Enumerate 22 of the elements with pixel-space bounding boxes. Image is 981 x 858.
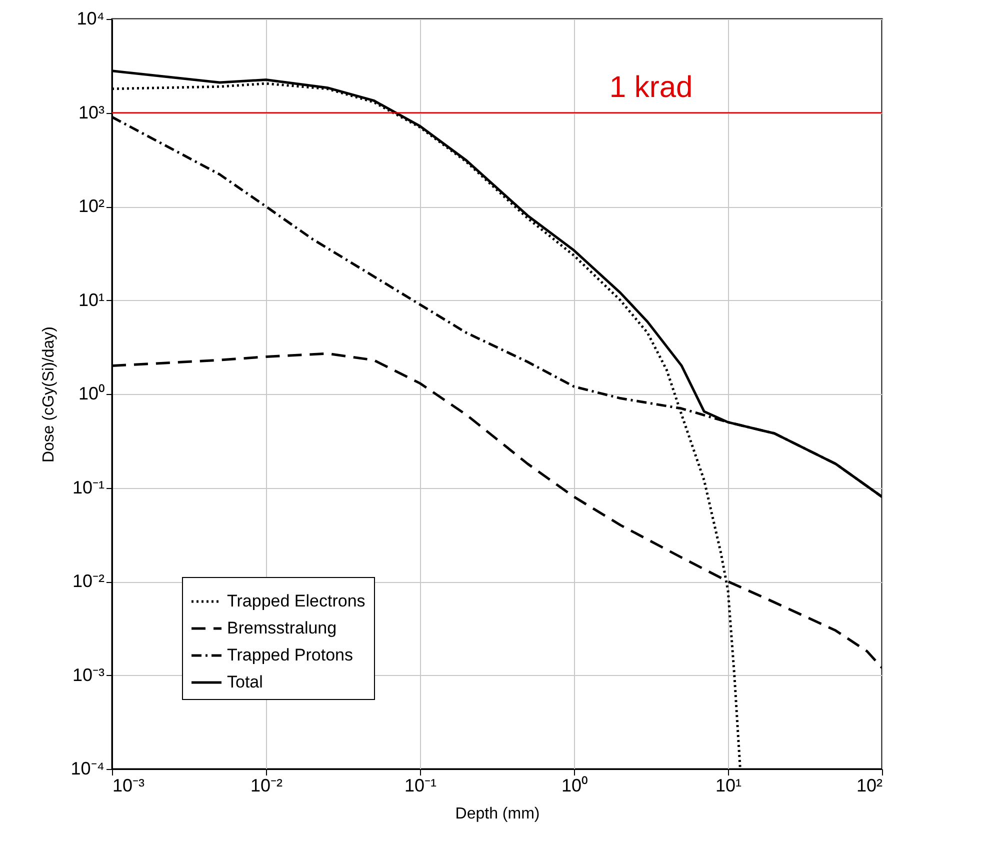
legend-label: Trapped Electrons xyxy=(227,592,366,610)
x-tick-label: 10⁻² xyxy=(250,776,283,796)
legend-label: Trapped Protons xyxy=(227,646,353,664)
y-tick-label: 10⁴ xyxy=(76,8,104,28)
y-tick-label: 10³ xyxy=(78,102,105,122)
x-axis-title: Depth (mm) xyxy=(455,806,540,822)
y-tick-label: 10⁻¹ xyxy=(72,477,105,498)
y-tick-label: 10² xyxy=(78,196,105,216)
y-tick-label: 10⁻³ xyxy=(72,664,105,685)
y-tick-label: 10¹ xyxy=(78,290,105,310)
y-tick-label: 10⁻² xyxy=(72,571,105,591)
y-tick-label: 10⁻⁴ xyxy=(70,758,104,778)
x-tick-label: 10⁻³ xyxy=(112,776,145,796)
x-tick-label: 10⁰ xyxy=(561,776,588,796)
x-tick-label: 10¹ xyxy=(715,776,742,796)
legend-label: Total xyxy=(227,672,263,692)
x-tick-label: 10² xyxy=(856,776,883,796)
x-tick-label: 10⁻¹ xyxy=(404,776,437,796)
ref-line-label: 1 krad xyxy=(609,70,693,104)
y-axis-title: Dose (cGy(Si)/day) xyxy=(40,326,58,463)
legend-label: Bremsstralung xyxy=(227,618,337,638)
y-tick-label: 10⁰ xyxy=(78,384,104,404)
